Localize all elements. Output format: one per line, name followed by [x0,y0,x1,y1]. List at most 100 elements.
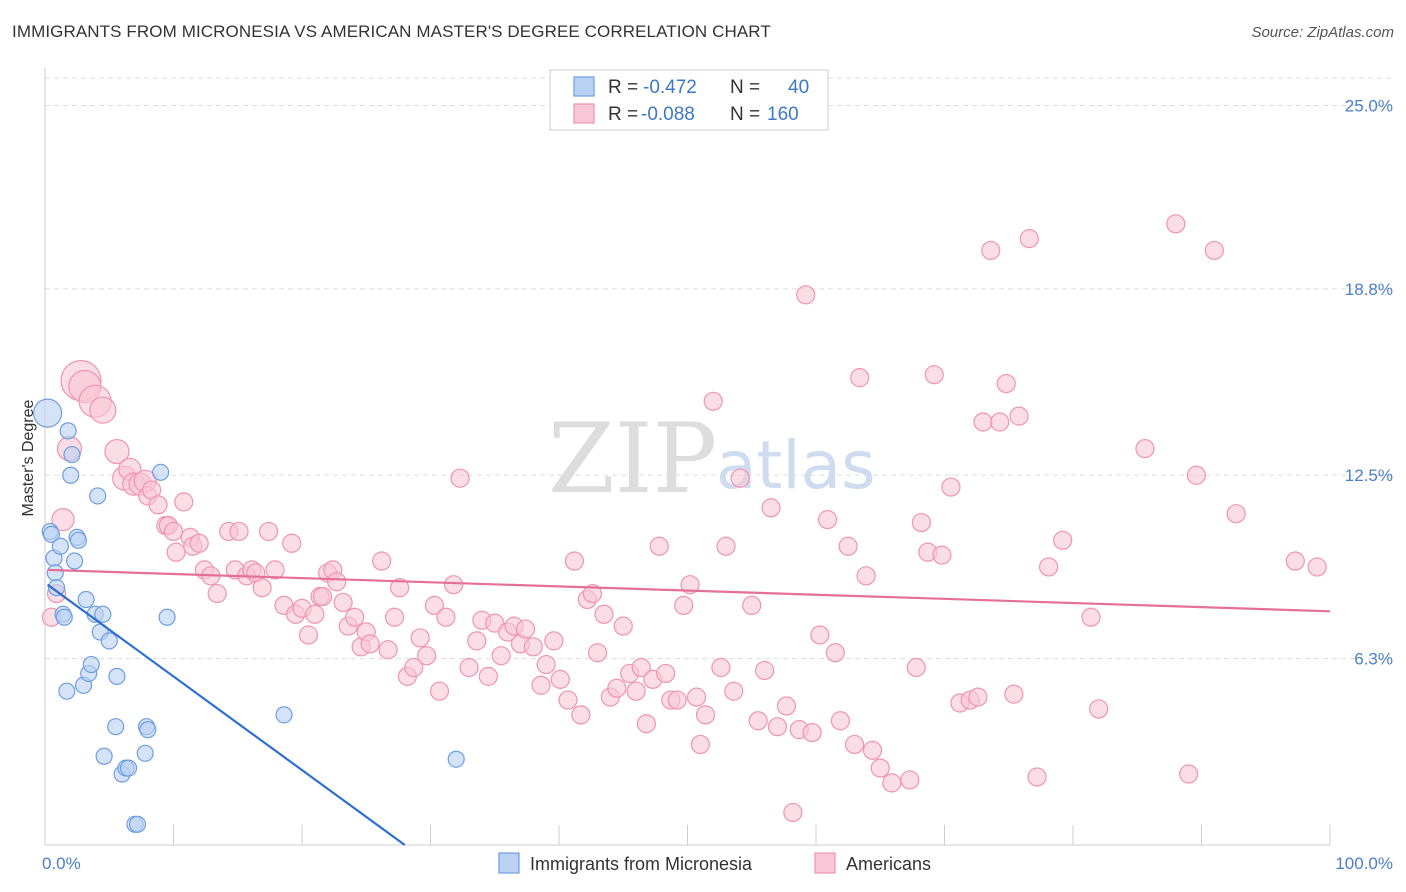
point-micronesia [139,721,157,739]
point-americans [298,625,319,645]
point-americans [429,681,450,701]
point-americans [649,536,669,556]
point-americans [229,521,249,542]
point-americans [924,365,944,385]
point-americans [384,607,405,627]
point-americans [258,521,279,542]
trend-line-americans [47,568,1331,613]
point-americans [515,619,536,639]
point-americans [1135,439,1155,459]
legend-n-value: 40 [788,77,809,98]
point-americans [838,536,858,556]
point-americans [594,604,614,624]
point-micronesia [55,608,73,626]
point-americans [607,678,627,698]
point-americans [523,637,543,657]
point-americans [1038,557,1059,577]
point-americans [404,657,424,678]
point-americans [390,578,410,598]
point-americans [996,373,1016,394]
point-americans [166,542,186,562]
point-americans [305,604,325,624]
legend: R = -0.472 N = 40 R = -0.088 N = 160 [549,69,829,131]
point-americans [1307,557,1327,577]
point-americans [1179,764,1199,784]
y-tick-label: 18.8% [1345,280,1393,299]
point-americans [478,666,498,686]
point-americans [981,240,1001,261]
trend-line-micronesia [46,583,406,846]
point-americans [776,696,797,716]
point-americans [730,468,750,488]
watermark-zip: ZIP [548,403,717,515]
legend-box [549,69,829,131]
point-americans [667,690,687,710]
point-americans [410,628,430,648]
point-americans [690,734,710,755]
point-micronesia [108,667,126,685]
point-americans [450,468,470,488]
point-americans [656,663,676,684]
point-americans [695,705,716,725]
data-points [32,214,1327,833]
point-americans [491,646,511,666]
point-americans [754,660,775,681]
legend-r-label: R = [608,77,638,98]
point-micronesia [94,605,112,623]
point-americans [711,657,731,678]
x-tick-label: 0.0% [42,854,81,873]
point-americans [613,616,633,636]
point-americans [680,575,700,595]
point-americans [911,512,931,533]
point-americans [265,560,285,580]
legend-r-value: -0.472 [643,77,697,98]
point-americans [1166,214,1186,234]
point-americans [252,578,272,598]
point-americans [761,498,781,518]
legend-n-value: 160 [767,104,799,125]
point-americans [564,551,585,571]
bottom-legend-micronesia: Immigrants from Micronesia [530,854,753,874]
point-micronesia [128,815,147,833]
point-micronesia [65,552,84,570]
legend-swatch-pink [573,103,595,124]
point-micronesia [77,590,95,609]
point-micronesia [136,744,154,762]
bottom-legend-swatch-micronesia [498,852,520,874]
legend-n-label: N = [730,77,760,98]
point-micronesia [100,632,118,650]
point-americans [89,396,117,424]
bottom-legend-swatch-americans [814,852,836,874]
point-americans [968,687,988,707]
point-americans [372,551,392,571]
point-micronesia [152,463,170,481]
point-americans [417,646,437,666]
point-micronesia [158,608,176,626]
point-americans [424,595,444,616]
point-americans [174,492,194,512]
point-micronesia [62,466,80,484]
point-americans [1081,607,1101,627]
point-americans [856,566,876,586]
point-americans [674,595,694,616]
legend-n-label: N = [730,104,760,125]
point-americans [724,681,744,701]
point-americans [536,654,556,675]
point-americans [830,711,851,731]
point-americans [796,285,816,305]
bottom-legend-americans: Americans [846,854,931,874]
tick-labels: 6.3% 12.5% 18.8% 25.0% 0.0% 100.0% [42,96,1393,873]
point-americans [1004,684,1024,704]
point-americans [810,625,830,645]
point-micronesia [69,531,88,549]
point-americans [716,536,736,556]
point-americans [459,657,479,678]
point-americans [104,438,130,465]
point-americans [882,773,902,793]
point-americans [1019,229,1039,249]
point-micronesia [46,564,64,582]
point-americans [444,575,464,595]
legend-r-value: -0.088 [641,104,695,125]
point-americans [558,690,578,710]
point-americans [312,586,333,607]
